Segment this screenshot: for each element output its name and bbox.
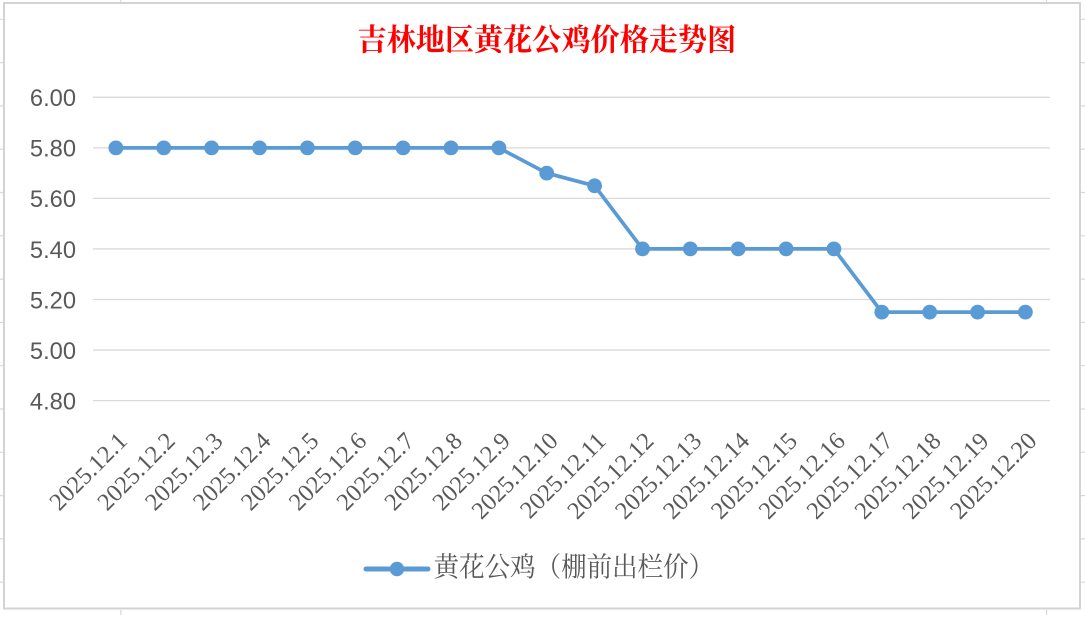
svg-text:4.80: 4.80 bbox=[30, 389, 76, 415]
svg-text:5.40: 5.40 bbox=[30, 238, 76, 264]
svg-text:5.60: 5.60 bbox=[30, 187, 76, 213]
svg-text:6.00: 6.00 bbox=[30, 86, 76, 112]
svg-text:5.80: 5.80 bbox=[30, 137, 76, 163]
svg-text:5.20: 5.20 bbox=[30, 288, 76, 314]
svg-text:5.00: 5.00 bbox=[30, 339, 76, 365]
